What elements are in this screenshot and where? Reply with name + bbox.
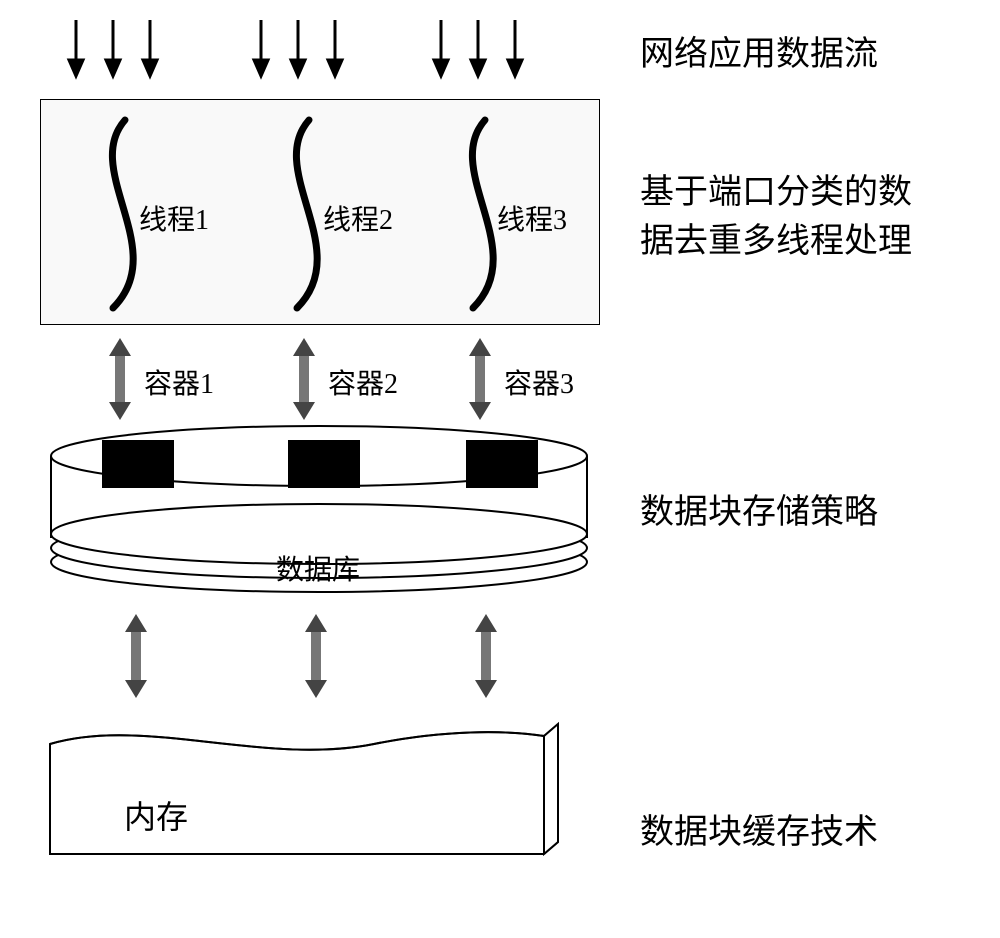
- container-label-1: 容器1: [144, 362, 214, 402]
- db-block-2: [288, 440, 360, 488]
- database-label: 数据库: [276, 548, 360, 588]
- db-block-3: [466, 440, 538, 488]
- flow-arrows-group-3: [426, 18, 546, 80]
- container-label-3: 容器3: [504, 362, 574, 402]
- db-block-1: [102, 440, 174, 488]
- thread-label-3: 线程3: [497, 198, 567, 238]
- bidir-arrow-1: [100, 334, 140, 424]
- thread-label-1: 线程1: [139, 198, 209, 238]
- flow-arrows-group-2: [246, 18, 366, 80]
- label-flow: 网络应用数据流: [640, 30, 878, 79]
- label-threads-line2: 据去重多线程处理: [640, 223, 912, 260]
- bidir-arrow-2: [284, 334, 324, 424]
- memory-box: 内存: [44, 714, 564, 884]
- bidir-arrow-db-3: [466, 610, 506, 702]
- flow-arrows-group-1: [61, 18, 181, 80]
- label-threads-line1: 基于端口分类的数: [640, 174, 912, 211]
- container-label-2: 容器2: [328, 362, 398, 402]
- database-cylinder: 数据库: [42, 422, 596, 602]
- bidir-arrow-3: [460, 334, 500, 424]
- diagram-canvas: 网络应用数据流 线程1 线程2 线程3 基于端口分类的数 据去重多线程处理 容器…: [0, 0, 1000, 938]
- bidir-arrow-db-1: [116, 610, 156, 702]
- thread-label-2: 线程2: [323, 198, 393, 238]
- label-threads: 基于端口分类的数 据去重多线程处理: [640, 168, 960, 267]
- label-cache: 数据块缓存技术: [640, 808, 878, 857]
- thread-box: 线程1 线程2 线程3: [40, 99, 600, 325]
- memory-label: 内存: [124, 792, 188, 838]
- bidir-arrow-db-2: [296, 610, 336, 702]
- label-storage: 数据块存储策略: [640, 488, 878, 537]
